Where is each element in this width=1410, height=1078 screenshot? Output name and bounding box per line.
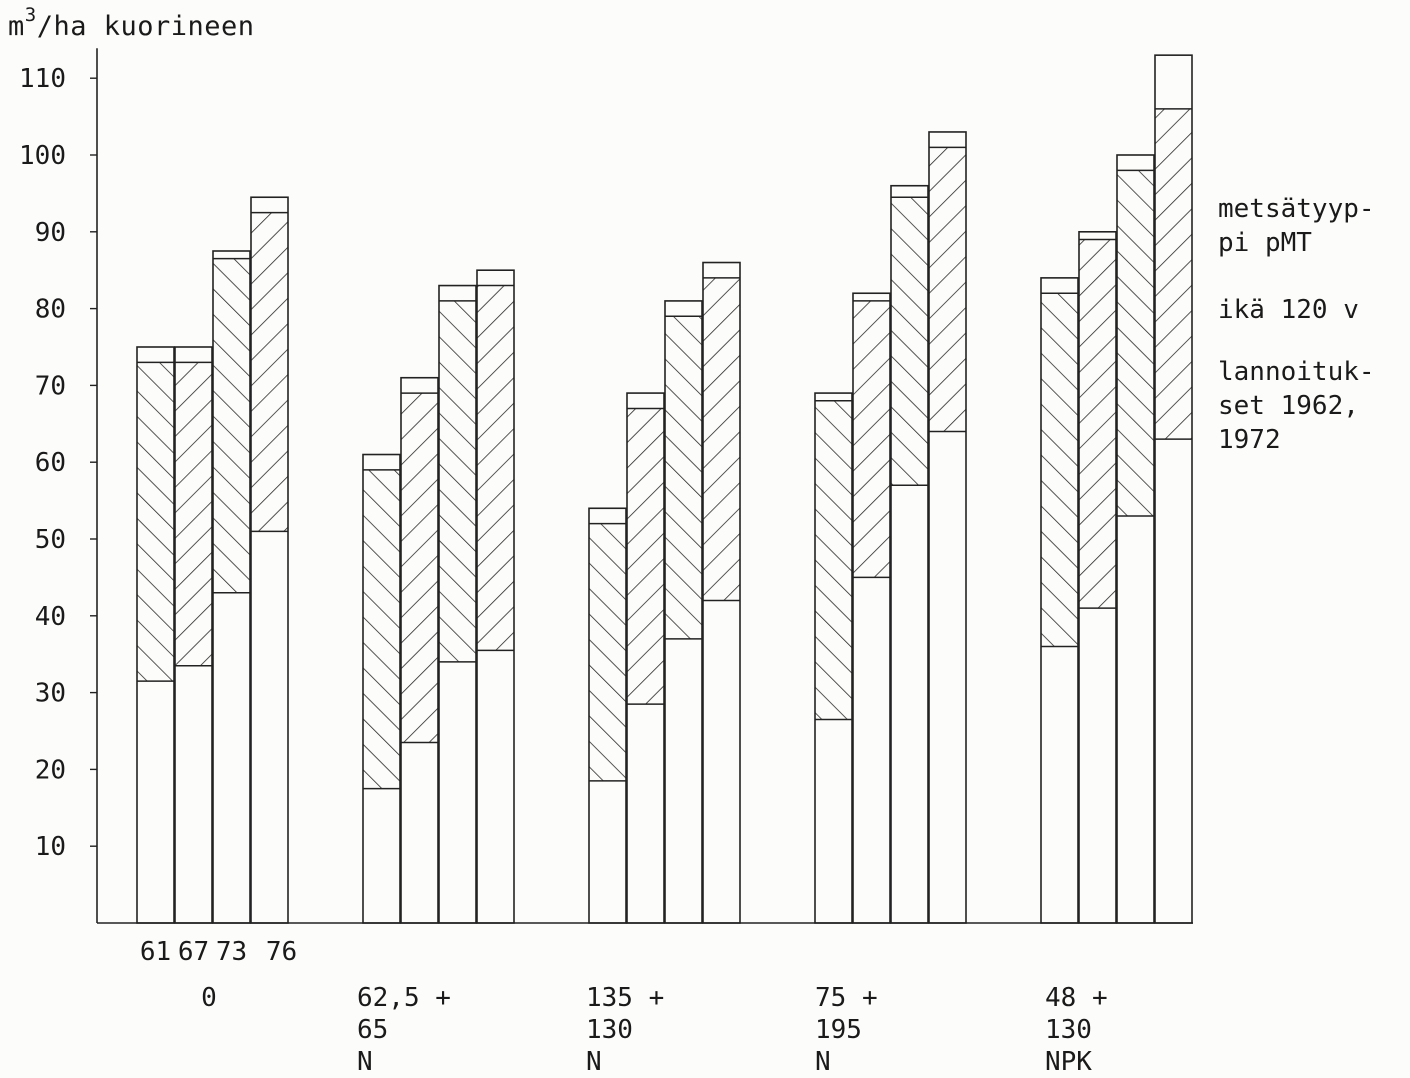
annotation-line: set 1962,: [1218, 391, 1359, 421]
y-tick-label: 110: [19, 64, 66, 94]
bar-hatched-segment: [665, 316, 702, 639]
annotation-line: metsätyyp-: [1218, 194, 1375, 224]
bar: [212, 250, 251, 924]
annotation-line: ikä 120 v: [1218, 295, 1359, 325]
group-label: N: [815, 1047, 831, 1077]
y-axis-label: m3/ha kuorineen: [8, 4, 255, 42]
bar-hatched-segment: [1079, 239, 1116, 609]
group-label: 48 +: [1045, 983, 1108, 1013]
bar-hatched-segment: [213, 258, 250, 593]
y-tick-label: 20: [35, 755, 66, 785]
group-label: 65: [357, 1015, 388, 1045]
year-label: 67: [178, 937, 209, 967]
bar: [664, 300, 703, 924]
bar: [136, 346, 175, 924]
group-label: 0: [201, 983, 217, 1013]
group-label: NPK: [1045, 1047, 1092, 1077]
y-tick-label: 50: [35, 525, 66, 555]
group-label: 62,5 +: [357, 983, 451, 1013]
group-label: 130: [586, 1015, 633, 1045]
annotation-line: pi pMT: [1218, 228, 1312, 258]
bar: [1116, 154, 1155, 924]
bar-hatched-segment: [1117, 170, 1154, 516]
bar: [814, 392, 853, 924]
bar: [928, 131, 967, 924]
y-tick-label: 80: [35, 295, 66, 325]
bar-hatched-segment: [703, 277, 740, 601]
bar-hatched-segment: [251, 212, 288, 532]
bar: [588, 507, 627, 924]
group-label: 135 +: [586, 983, 664, 1013]
annotation-line: 1972: [1218, 425, 1281, 455]
bar-hatched-segment: [401, 393, 438, 743]
annotation-forest-type: metsätyyp- pi pMT: [1218, 192, 1375, 260]
bar-hatched-segment: [853, 300, 890, 578]
year-label: 61: [140, 937, 171, 967]
bar-hatched-segment: [929, 147, 966, 432]
bar: [626, 392, 665, 924]
y-tick-label: 100: [19, 141, 66, 171]
group-label: N: [357, 1047, 373, 1077]
bar: [250, 196, 289, 924]
group-label: 130: [1045, 1015, 1092, 1045]
bar: [174, 346, 213, 924]
bar-hatched-segment: [1155, 108, 1192, 440]
y-tick-label: 40: [35, 602, 66, 632]
bar-hatched-segment: [891, 197, 928, 486]
bar-hatched-segment: [627, 408, 664, 705]
group-label: 195: [815, 1015, 862, 1045]
bar: [1078, 231, 1117, 924]
group-label: N: [586, 1047, 602, 1077]
bar: [1154, 54, 1193, 924]
y-tick-label: 10: [35, 832, 66, 862]
annotation-line: lannoituk-: [1218, 357, 1375, 387]
y-tick-label: 70: [35, 371, 66, 401]
bar: [476, 269, 515, 924]
y-tick-label: 30: [35, 679, 66, 709]
bar: [890, 184, 929, 924]
y-tick-label: 60: [35, 448, 66, 478]
bar: [702, 261, 741, 924]
group-label: 75 +: [815, 983, 878, 1013]
annotation-fertilization: lannoituk- set 1962, 1972: [1218, 355, 1375, 457]
y-tick-label: 90: [35, 218, 66, 248]
bar-hatched-segment: [363, 469, 400, 789]
bar: [438, 284, 477, 924]
bar: [1040, 277, 1079, 924]
year-label: 76: [266, 937, 297, 967]
year-label: 73: [216, 937, 247, 967]
bar-hatched-segment: [175, 362, 212, 666]
bar-hatched-segment: [137, 362, 174, 682]
bar-hatched-segment: [815, 400, 852, 720]
bar: [852, 292, 891, 924]
bar-hatched-segment: [589, 523, 626, 781]
bar-hatched-segment: [477, 285, 514, 651]
bar-hatched-segment: [1041, 293, 1078, 647]
annotation-age: ikä 120 v: [1218, 293, 1359, 327]
bar: [400, 376, 439, 924]
bar-hatched-segment: [439, 300, 476, 662]
bar: [362, 453, 401, 924]
